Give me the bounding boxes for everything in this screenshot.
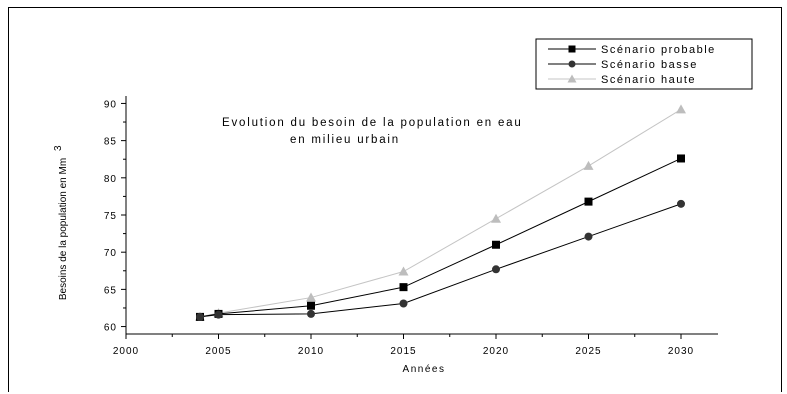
chart-frame [8,7,782,392]
series-markers [195,104,686,321]
y-tick-label: 60 [104,323,117,334]
y-tick-label: 75 [104,211,117,222]
series-line [199,203,682,318]
x-tick-label: 2015 [390,346,416,357]
data-point [676,104,686,114]
legend-label: Scénario basse [601,59,698,71]
series-line [199,158,682,318]
data-point [491,213,501,223]
data-point [399,299,408,308]
y-tick-label: 70 [104,248,117,259]
data-point [398,266,409,276]
data-point [492,240,500,249]
data-point [677,199,685,208]
data-point [492,265,500,274]
y-axis-title-text: Besoins de la population en Mm [58,158,69,300]
y-tick-label: 90 [104,99,117,110]
y-tick-label: 65 [104,285,117,296]
legend-marker [568,45,576,53]
legend-label: Scénario probable [601,44,716,56]
x-tick-label: 2030 [668,346,694,357]
series-lines [199,108,682,318]
data-point [307,301,315,310]
data-point [584,197,593,206]
x-tick-label: 2020 [483,346,509,357]
series-line [199,108,682,318]
y-tick-label: 85 [104,137,117,148]
data-point [583,160,594,170]
legend-marker [567,74,577,83]
legend: Scénario probable Scénario basse Scénario … [535,38,753,90]
y-axis-title-superscript: 3 [53,145,64,151]
data-point [307,309,315,318]
data-point [584,232,593,241]
legend-label: Scénario haute [601,74,696,86]
svg-text:Besoins de la population en Mm: Besoins de la population en Mm [58,158,69,300]
x-tick-label: 2025 [575,346,601,357]
data-point [196,312,204,321]
data-point [399,283,408,292]
y-tick-label: 80 [104,174,117,185]
x-axis-title: Années [403,364,446,375]
x-tick-label: 2010 [298,346,324,357]
annotation-line-2: en milieu urbain [290,134,400,146]
data-point [306,292,316,302]
y-axis-title: Besoins de la population en Mm [58,158,69,300]
x-tick-label: 2000 [113,346,139,357]
legend-marker [568,60,576,68]
x-tick-label: 2005 [205,346,231,357]
data-point [214,310,223,319]
axes: 2000 2005 2010 2015 2020 2025 2030 60 65 70 75 80 85… [104,96,718,357]
data-point [677,154,685,163]
annotation-line-1: Evolution du besoin de la population en … [222,117,523,129]
